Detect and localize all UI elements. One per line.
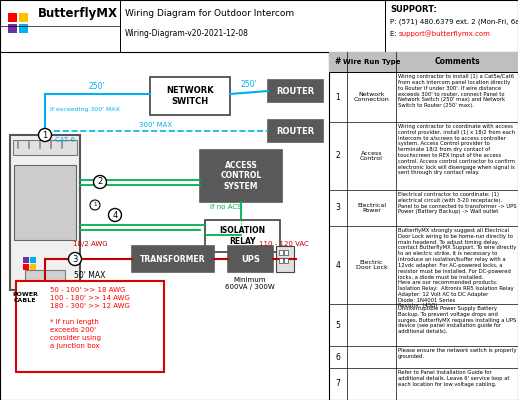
Text: If no ACS: If no ACS: [210, 204, 241, 210]
Text: ButterflyMX strongly suggest all Electrical Door Lock wiring to be home-run dire: ButterflyMX strongly suggest all Electri…: [398, 228, 516, 308]
FancyBboxPatch shape: [19, 24, 28, 33]
Text: Network
Connection: Network Connection: [354, 92, 390, 102]
Text: SUPPORT:: SUPPORT:: [390, 6, 437, 14]
Text: #: #: [335, 58, 341, 66]
Text: 300' MAX: 300' MAX: [139, 122, 172, 128]
FancyBboxPatch shape: [23, 257, 29, 263]
Text: 2: 2: [336, 152, 340, 160]
Text: 50 - 100' >> 18 AWG
100 - 180' >> 14 AWG
180 - 300' >> 12 AWG

* If run length
e: 50 - 100' >> 18 AWG 100 - 180' >> 14 AWG…: [50, 287, 130, 349]
FancyBboxPatch shape: [0, 0, 518, 52]
Text: 250': 250': [89, 82, 105, 91]
FancyBboxPatch shape: [284, 250, 288, 255]
Text: Access
Control: Access Control: [360, 150, 383, 161]
Text: 5: 5: [335, 320, 340, 330]
Text: 1: 1: [42, 130, 48, 140]
FancyBboxPatch shape: [8, 24, 17, 33]
Text: POWER
CABLE: POWER CABLE: [12, 292, 38, 303]
Circle shape: [38, 128, 51, 142]
FancyBboxPatch shape: [30, 264, 36, 270]
FancyBboxPatch shape: [329, 52, 518, 400]
Circle shape: [93, 176, 107, 188]
FancyBboxPatch shape: [23, 264, 29, 270]
FancyBboxPatch shape: [10, 135, 80, 290]
Text: Please ensure the network switch is properly grounded.: Please ensure the network switch is prop…: [398, 348, 517, 359]
FancyBboxPatch shape: [329, 52, 518, 72]
Text: Refer to Panel Installation Guide for additional details. Leave 6' service loop : Refer to Panel Installation Guide for ad…: [398, 370, 510, 386]
Text: ACCESS
CONTROL
SYSTEM: ACCESS CONTROL SYSTEM: [220, 161, 262, 191]
FancyBboxPatch shape: [228, 246, 273, 272]
Text: 3: 3: [73, 254, 78, 264]
Text: ROUTER: ROUTER: [276, 86, 314, 96]
Text: P: (571) 480.6379 ext. 2 (Mon-Fri, 6am-10pm EST): P: (571) 480.6379 ext. 2 (Mon-Fri, 6am-1…: [390, 19, 518, 25]
Text: UPS: UPS: [241, 254, 260, 264]
Text: If exceeding 300' MAX: If exceeding 300' MAX: [50, 108, 120, 112]
FancyBboxPatch shape: [284, 258, 288, 263]
FancyBboxPatch shape: [19, 13, 28, 22]
Text: E:: E:: [390, 31, 399, 37]
Text: Wiring contractor to install (1) a Cat5e/Cat6 from each intercom panel location : Wiring contractor to install (1) a Cat5e…: [398, 74, 514, 108]
FancyBboxPatch shape: [17, 280, 165, 372]
FancyBboxPatch shape: [14, 165, 76, 240]
Text: 2: 2: [97, 178, 103, 186]
Text: 4: 4: [112, 210, 118, 220]
Text: 6: 6: [335, 352, 340, 362]
FancyBboxPatch shape: [200, 150, 282, 202]
Text: 50' MAX: 50' MAX: [74, 272, 106, 280]
Text: Wiring-Diagram-v20-2021-12-08: Wiring-Diagram-v20-2021-12-08: [125, 30, 249, 38]
FancyBboxPatch shape: [268, 80, 323, 102]
Text: NETWORK
SWITCH: NETWORK SWITCH: [166, 86, 214, 106]
FancyBboxPatch shape: [276, 246, 294, 272]
Text: CAT 6: CAT 6: [55, 137, 75, 143]
Text: Electrical contractor to coordinate: (1) electrical circuit (with 3-20 receptacl: Electrical contractor to coordinate: (1)…: [398, 192, 517, 214]
Text: TRANSFORMER: TRANSFORMER: [140, 254, 206, 264]
FancyBboxPatch shape: [25, 270, 65, 282]
FancyBboxPatch shape: [279, 258, 283, 263]
Text: 110 - 120 VAC: 110 - 120 VAC: [259, 241, 309, 247]
Text: ISOLATION
RELAY: ISOLATION RELAY: [220, 226, 266, 246]
Circle shape: [68, 252, 81, 266]
Text: Minimum
600VA / 300W: Minimum 600VA / 300W: [225, 277, 275, 290]
Text: ButterflyMX: ButterflyMX: [38, 8, 118, 20]
FancyBboxPatch shape: [279, 250, 283, 255]
Text: Wiring Diagram for Outdoor Intercom: Wiring Diagram for Outdoor Intercom: [125, 10, 294, 18]
Text: support@butterflymx.com: support@butterflymx.com: [399, 31, 491, 37]
Text: Comments: Comments: [434, 58, 480, 66]
Text: Electrical
Power: Electrical Power: [357, 202, 386, 214]
Text: 7: 7: [335, 380, 340, 388]
Text: 1: 1: [93, 202, 97, 208]
Text: 4: 4: [335, 260, 340, 270]
Text: Wire Run Type: Wire Run Type: [343, 59, 400, 65]
Text: 18/2 AWG: 18/2 AWG: [73, 241, 107, 247]
FancyBboxPatch shape: [150, 77, 230, 115]
FancyBboxPatch shape: [132, 246, 214, 272]
Text: Wiring contractor to coordinate with access control provider, install (1) x 18/2: Wiring contractor to coordinate with acc…: [398, 124, 515, 175]
FancyBboxPatch shape: [268, 120, 323, 142]
Text: Uninterruptible Power Supply Battery Backup. To prevent voltage drops and surges: Uninterruptible Power Supply Battery Bac…: [398, 306, 516, 334]
Text: 250': 250': [241, 80, 257, 89]
Circle shape: [108, 208, 122, 222]
FancyBboxPatch shape: [30, 257, 36, 263]
Circle shape: [90, 200, 100, 210]
Text: 3: 3: [335, 204, 340, 212]
FancyBboxPatch shape: [8, 13, 17, 22]
FancyBboxPatch shape: [13, 140, 77, 155]
Text: Electric
Door Lock: Electric Door Lock: [356, 260, 387, 270]
Text: 1: 1: [336, 92, 340, 102]
FancyBboxPatch shape: [205, 220, 280, 252]
FancyBboxPatch shape: [0, 52, 329, 400]
Text: ROUTER: ROUTER: [276, 126, 314, 136]
